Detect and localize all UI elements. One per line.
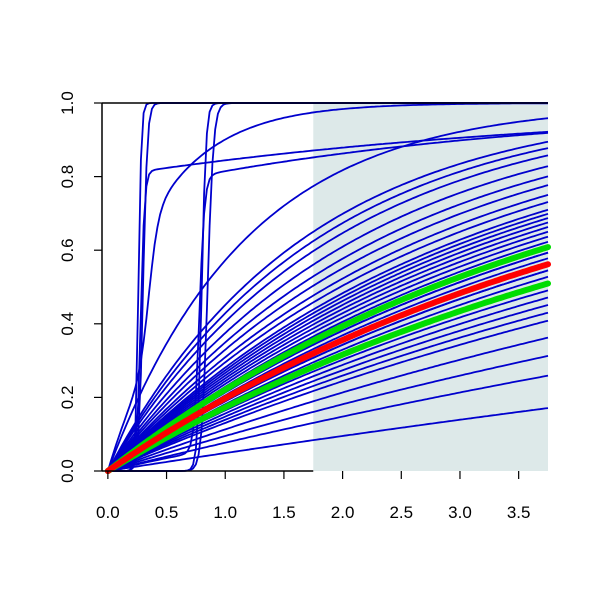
curve-5: [107, 311, 549, 472]
y-tick-label-3: 0.6: [58, 238, 77, 262]
x-tick-label-2: 1.0: [213, 503, 237, 522]
curve-31: [107, 154, 549, 472]
curve-26: [107, 201, 549, 472]
curve-20: [107, 230, 549, 472]
ticks-layer: 0.0 0.5 1.0 1.5 2.0 2.5 3.0 3.5 0.0 0.2 0.4 0.6 0.8 1…: [58, 91, 530, 522]
curve-23: [107, 217, 549, 472]
curve-19: [107, 235, 549, 472]
curve-7: [107, 296, 549, 472]
x-tick-label-1: 0.5: [155, 503, 179, 522]
curve-6: [107, 304, 549, 472]
curve-1: [107, 374, 549, 472]
x-tick-label-4: 2.0: [331, 503, 355, 522]
y-tick-label-2: 0.4: [58, 312, 77, 336]
curve-3: [107, 336, 549, 472]
x-tick-label-3: 1.5: [272, 503, 296, 522]
curve-28: [107, 184, 549, 472]
curve-25: [107, 208, 549, 472]
y-tick-label-1: 0.2: [58, 386, 77, 410]
curve-30: [107, 165, 549, 472]
central-curve: [104, 261, 551, 474]
bound-curve-0: [104, 280, 551, 474]
y-tick-label-5: 1.0: [58, 91, 77, 115]
curves-layer: [104, 102, 551, 474]
bound-curve-1: [104, 244, 551, 474]
x-tick-label-5: 2.5: [389, 503, 413, 522]
curve-4: [107, 319, 549, 472]
curve-29: [107, 175, 549, 472]
curve-27: [107, 194, 549, 472]
curve-24: [107, 212, 549, 472]
curve-40: [107, 130, 549, 472]
curve-32: [107, 147, 549, 472]
curve-0: [107, 407, 549, 472]
y-tick-label-4: 0.8: [58, 165, 77, 189]
curve-41: [107, 102, 548, 472]
curve-2: [107, 355, 549, 472]
x-tick-label-6: 3.0: [448, 503, 472, 522]
curve-39: [107, 132, 549, 472]
y-tick-label-0: 0.0: [58, 459, 77, 483]
curve-22: [107, 221, 549, 472]
x-tick-label-0: 0.0: [96, 503, 120, 522]
curve-34: [107, 117, 549, 472]
x-tick-label-7: 3.5: [507, 503, 531, 522]
curve-33: [107, 140, 549, 472]
curve-21: [107, 226, 549, 472]
